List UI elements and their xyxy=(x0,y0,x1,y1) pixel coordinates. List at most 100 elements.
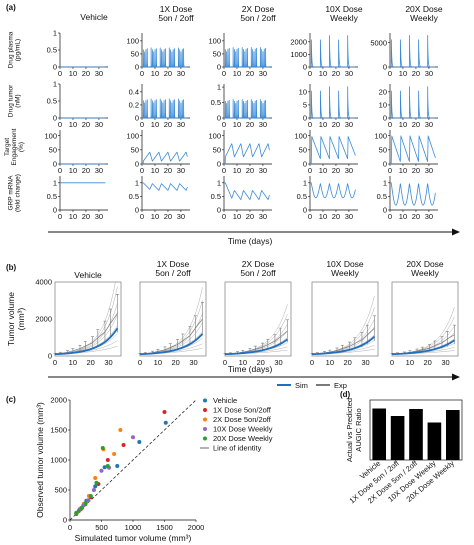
panel-a-letter: (a) xyxy=(6,3,16,12)
panel-a-xtick-label: 30 xyxy=(259,120,267,129)
panel-c-identity-line xyxy=(69,399,197,521)
panel-a-group-title-5-line-1: 20X Dose xyxy=(405,4,443,14)
panel-a-series-line xyxy=(141,47,188,68)
panel-a-row-label-3-line-2: Engagement xyxy=(11,128,18,165)
panel-a-cell-r1-c2: 0 50 100 0 10 20 30 xyxy=(126,33,190,78)
panel-a-ytick-label: 100 xyxy=(126,36,139,45)
panel-a-xtick-label: 20 xyxy=(332,166,340,175)
panel-a-xtick-label: 20 xyxy=(82,212,90,221)
panel-a-xtick-label: 0 xyxy=(388,69,392,78)
panel-c-point-2 xyxy=(105,458,110,462)
panel-a-xtick-label: 30 xyxy=(345,212,353,221)
panel-a-xtick-label: 0 xyxy=(58,69,62,78)
panel-a-xtick-label: 10 xyxy=(399,120,407,129)
panel-a-xtick-label: 30 xyxy=(259,166,267,175)
panel-b-xtick-label: 10 xyxy=(406,358,414,367)
panel-a-series-line xyxy=(309,136,356,165)
panel-a-xtick-label: 20 xyxy=(82,120,90,129)
panel-a-ytick-label: 0 xyxy=(135,63,139,72)
panel-b-frame xyxy=(311,281,379,357)
panel-b-legend-sim-label: Sim xyxy=(295,381,308,390)
panel-a-xtick-label: 0 xyxy=(222,69,226,78)
panel-a-ytick-label: 0.5 xyxy=(211,192,221,201)
panel-a-ytick-label: 0.5 xyxy=(297,192,307,201)
panel-a-ytick-label: 100 xyxy=(208,131,221,140)
panel-a-xtick-label: 10 xyxy=(69,166,77,175)
panel-a-xtick-label: 30 xyxy=(425,166,433,175)
panel-a-ytick-label: 0.4 xyxy=(129,87,139,96)
panel-b-cell-1: Vehicle 0 2000 4000 0 10 20 30 xyxy=(35,270,122,367)
panel-a-ytick-label: 1 xyxy=(135,178,139,187)
panel-a-row-label-4-line-2: (fold change) xyxy=(15,174,22,212)
panel-a-ytick-label: 100 xyxy=(126,131,139,140)
panel-a-xtick-label: 10 xyxy=(399,166,407,175)
panel-a-group-title-2-line-2: 5on / 2off xyxy=(158,13,194,23)
panel-a-xtick-label: 20 xyxy=(82,166,90,175)
panel-a-xtick-label: 0 xyxy=(140,166,144,175)
panel-a-cell-r2-c1: 00.510 10 20 30 xyxy=(47,80,108,129)
panel-a-ytick-label: 1 xyxy=(217,83,221,92)
panel-a-xtick-label: 30 xyxy=(425,69,433,78)
panel-b-group-title-4-line-1: 10X Dose xyxy=(326,259,364,269)
panel-a-row-label-2-line-2: (nM) xyxy=(15,94,22,107)
panel-a-xtick-label: 30 xyxy=(177,120,185,129)
panel-a-ytick-label: 0 xyxy=(135,160,139,169)
panel-a-row-label-1-line-2: (pg/mL) xyxy=(15,39,22,61)
panel-c-point-2 xyxy=(162,410,167,414)
panel-a-ytick-label: 0 xyxy=(53,114,57,123)
panel-a-ytick-label: 0 xyxy=(303,160,307,169)
panel-a-xtick-label: 20 xyxy=(332,69,340,78)
panel-a-axes xyxy=(59,176,108,211)
panel-a-axes xyxy=(59,33,108,68)
panel-c-point-3 xyxy=(112,452,117,456)
panel-b-ylabel-line-2: (mm³) xyxy=(16,308,26,331)
panel-d-ylabel-line-2: AUGIC Ratio xyxy=(354,408,363,451)
panel-c-ytick-label: 0 xyxy=(63,516,67,525)
panel-a-xtick-label: 10 xyxy=(151,166,159,175)
panel-a-axes xyxy=(141,176,190,211)
panel-a-xtick-label: 30 xyxy=(95,212,103,221)
panel-a-xtick-label: 0 xyxy=(222,166,226,175)
panel-a-xtick-label: 10 xyxy=(319,120,327,129)
panel-c-point-5 xyxy=(74,511,79,516)
panel-a-cell-r1-c4: 0 1000 2000 0 10 20 30 xyxy=(290,33,358,78)
panel-a-series-line xyxy=(309,86,356,119)
panel-a-xtick-label: 20 xyxy=(164,120,172,129)
panel-b-xlabel: Time (days) xyxy=(228,364,273,374)
panel-b-group-title-4-line-2: Weekly xyxy=(331,268,359,278)
panel-c-point-5 xyxy=(83,501,88,506)
panel-c-ylabel: Observed tumor volume (mm³) xyxy=(35,402,45,518)
panel-c-point-5 xyxy=(88,494,93,498)
panel-a-ytick-label: 2000 xyxy=(290,37,307,46)
panel-a-series-line xyxy=(223,143,270,165)
panel-a-group-title-4-line-1: 10X Dose xyxy=(325,4,363,14)
panel-a-ytick-label: 0 xyxy=(217,206,221,215)
panel-a-xtick-label: 10 xyxy=(69,212,77,221)
panel-b-sim-line xyxy=(224,338,288,356)
panel-a-xtick-label: 0 xyxy=(222,120,226,129)
panel-c-letter: (c) xyxy=(6,395,16,404)
panel-a-xtick-label: 30 xyxy=(259,212,267,221)
panel-b-frame xyxy=(54,281,122,357)
panel-a-ytick-label: 0.5 xyxy=(47,97,57,106)
panel-b-xtick-label: 0 xyxy=(390,358,394,367)
panel-c-point-1 xyxy=(137,440,142,444)
panel-a-ytick-label: 100 xyxy=(294,131,307,140)
panel-a-ytick-label: 0 xyxy=(303,63,307,72)
panel-a-xtick-label: 10 xyxy=(151,212,159,221)
panel-b-xtick-label: 10 xyxy=(239,358,247,367)
panel-a-series-line xyxy=(309,35,356,68)
panel-a-cell-r3-c2: 0 50 100 0 10 20 30 xyxy=(126,130,190,175)
panel-c-legend-label-5: 20X Dose Weekly xyxy=(213,434,273,443)
panel-a-xtick-label: 20 xyxy=(246,69,254,78)
panel-a-ytick-label: 50 xyxy=(213,145,221,154)
panel-a-ytick-label: 1 xyxy=(217,178,221,187)
panel-a-ytick-label: 0.5 xyxy=(377,192,387,201)
panel-a-group-title-2-line-1: 1X Dose xyxy=(160,4,193,14)
panel-a-cell-r2-c3: 00.510 10 20 30 xyxy=(211,83,272,129)
panel-b-sim-individual xyxy=(139,322,203,355)
panel-a-series-line xyxy=(389,35,436,68)
panel-b-letter: (b) xyxy=(6,263,17,272)
panel-a-xtick-label: 30 xyxy=(177,69,185,78)
